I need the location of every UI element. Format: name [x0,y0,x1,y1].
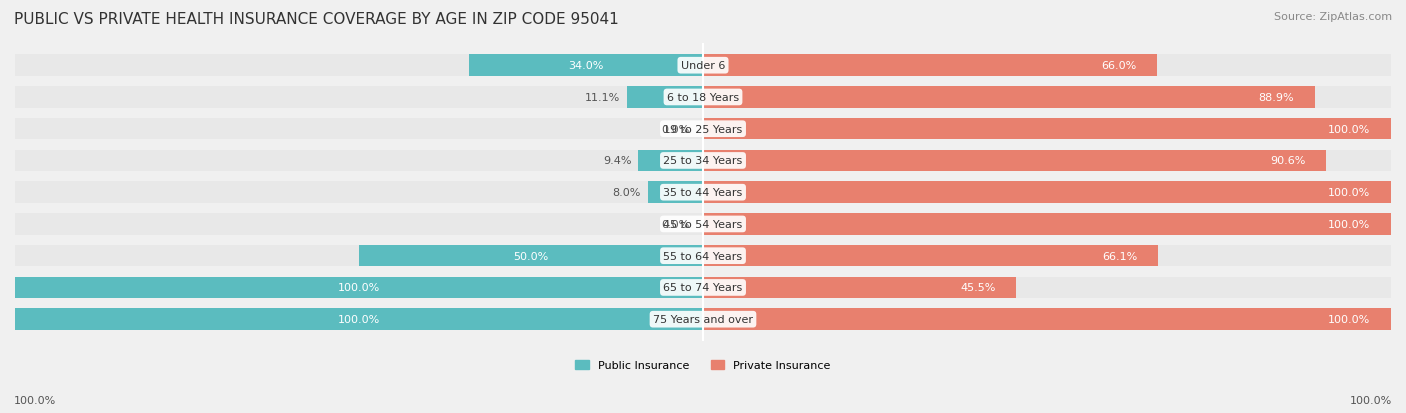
Legend: Public Insurance, Private Insurance: Public Insurance, Private Insurance [571,356,835,375]
Text: 90.6%: 90.6% [1270,156,1306,166]
Text: 100.0%: 100.0% [1350,395,1392,405]
Bar [703,245,1391,267]
Bar [703,55,1391,77]
Text: 55 to 64 Years: 55 to 64 Years [664,251,742,261]
Text: 45.5%: 45.5% [960,283,995,293]
Text: 0.0%: 0.0% [661,124,689,134]
Bar [15,309,703,330]
Bar [470,55,703,77]
Text: 0.0%: 0.0% [661,219,689,229]
Bar [703,214,1391,235]
Bar [15,55,703,77]
Bar [703,245,1157,267]
Bar [638,150,703,172]
Text: 9.4%: 9.4% [603,156,631,166]
Text: 100.0%: 100.0% [337,314,380,324]
Text: 66.0%: 66.0% [1101,61,1136,71]
Bar [15,277,703,299]
Bar [703,87,1315,109]
Text: 100.0%: 100.0% [1329,314,1371,324]
Text: 50.0%: 50.0% [513,251,548,261]
Bar [703,182,1391,204]
Bar [703,277,1391,299]
Bar [627,87,703,109]
Bar [703,150,1326,172]
Bar [15,277,703,299]
Bar [15,150,703,172]
Text: 100.0%: 100.0% [14,395,56,405]
Text: 8.0%: 8.0% [613,188,641,198]
Bar [703,309,1391,330]
Bar [703,87,1391,109]
Bar [703,277,1017,299]
Bar [15,309,703,330]
Text: 75 Years and over: 75 Years and over [652,314,754,324]
Bar [703,55,1157,77]
Bar [15,87,703,109]
Bar [648,182,703,204]
Text: PUBLIC VS PRIVATE HEALTH INSURANCE COVERAGE BY AGE IN ZIP CODE 95041: PUBLIC VS PRIVATE HEALTH INSURANCE COVER… [14,12,619,27]
Text: 35 to 44 Years: 35 to 44 Years [664,188,742,198]
Text: 66.1%: 66.1% [1102,251,1137,261]
Text: 11.1%: 11.1% [585,93,620,103]
Bar [15,182,703,204]
Text: 88.9%: 88.9% [1258,93,1294,103]
Bar [359,245,703,267]
Text: Under 6: Under 6 [681,61,725,71]
Bar [703,214,1391,235]
Text: 100.0%: 100.0% [337,283,380,293]
Text: 25 to 34 Years: 25 to 34 Years [664,156,742,166]
Bar [703,119,1391,140]
Bar [15,119,703,140]
Text: 45 to 54 Years: 45 to 54 Years [664,219,742,229]
Text: 19 to 25 Years: 19 to 25 Years [664,124,742,134]
Text: 6 to 18 Years: 6 to 18 Years [666,93,740,103]
Bar [15,214,703,235]
Text: Source: ZipAtlas.com: Source: ZipAtlas.com [1274,12,1392,22]
Text: 100.0%: 100.0% [1329,124,1371,134]
Bar [703,150,1391,172]
Text: 100.0%: 100.0% [1329,219,1371,229]
Text: 65 to 74 Years: 65 to 74 Years [664,283,742,293]
Bar [703,309,1391,330]
Bar [703,182,1391,204]
Bar [703,119,1391,140]
Text: 34.0%: 34.0% [568,61,603,71]
Text: 100.0%: 100.0% [1329,188,1371,198]
Bar [15,245,703,267]
